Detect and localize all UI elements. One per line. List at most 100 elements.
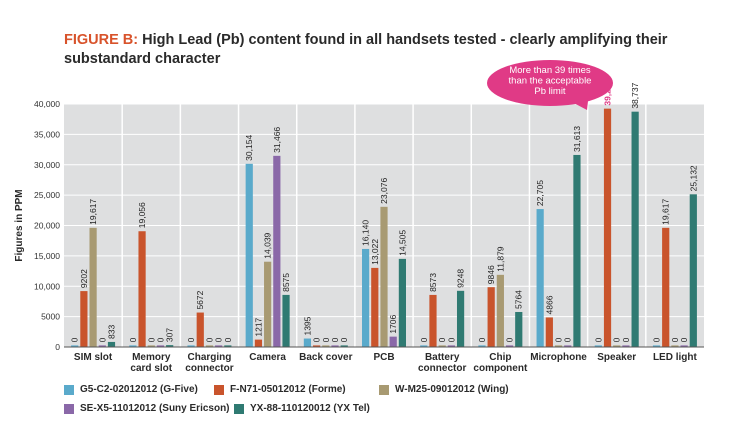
bar (545, 317, 553, 347)
bar (245, 163, 253, 347)
data-label: 0 (505, 337, 515, 342)
legend-swatch (64, 384, 74, 395)
category-label: Battery (425, 352, 460, 363)
bar (89, 227, 97, 347)
bar (340, 345, 348, 347)
category-label: connector (185, 363, 233, 374)
bar (313, 345, 321, 347)
legend-swatch (234, 403, 244, 414)
bar (671, 345, 679, 347)
y-tick-label: 0 (55, 342, 60, 352)
category-label: Chip (489, 352, 511, 363)
data-label: 0 (70, 337, 80, 342)
y-tick-label: 40,000 (34, 99, 60, 109)
data-label: 0 (339, 337, 349, 342)
data-label: 8575 (281, 273, 291, 292)
data-label: 31,466 (272, 127, 282, 153)
bar (264, 261, 272, 347)
data-label: 1395 (302, 316, 312, 335)
bar (215, 345, 223, 347)
y-tick-label: 15,000 (34, 251, 60, 261)
data-label: 11,879 (495, 246, 505, 272)
bar (205, 345, 214, 347)
category-label: Speaker (597, 352, 636, 363)
data-label: 0 (554, 337, 564, 342)
data-label: 9202 (79, 269, 89, 288)
legend-label: F-N71-05012012 (Forme) (230, 384, 346, 395)
category-label: card slot (130, 363, 172, 374)
data-label: 0 (312, 337, 322, 342)
callout-text: More than 39 times (509, 65, 591, 76)
data-label: 0 (679, 337, 689, 342)
bar (420, 345, 428, 347)
legend-swatch (379, 384, 389, 395)
data-label: 0 (204, 337, 214, 342)
bar (147, 345, 155, 347)
data-label: 19,617 (88, 199, 98, 225)
data-label: 13,022 (370, 239, 380, 265)
legend-swatch (64, 403, 74, 414)
bar (282, 294, 290, 347)
data-label: 1706 (388, 314, 398, 333)
bar (631, 111, 639, 347)
bar (80, 291, 88, 347)
data-label: 39,236 (603, 79, 613, 105)
legend-item: G5-C2-02012012 (G-Five) (64, 384, 198, 395)
data-label: 0 (321, 337, 331, 342)
data-label: 833 (106, 324, 116, 338)
y-tick-label: 5000 (41, 312, 60, 322)
bar (389, 336, 397, 347)
data-label: 30,154 (244, 135, 254, 161)
y-tick-label: 25,000 (34, 190, 60, 200)
legend-label: SE-X5-11012012 (Suny Ericson) (80, 403, 230, 414)
y-tick-label: 20,000 (34, 221, 60, 231)
data-label: 0 (563, 337, 573, 342)
callout-pointer (570, 101, 588, 110)
data-label: 8573 (428, 273, 438, 292)
bar (662, 227, 670, 347)
category-label: Camera (249, 352, 286, 363)
chart-title: FIGURE B: High Lead (Pb) content found i… (64, 31, 704, 69)
bar (380, 206, 388, 347)
category-label: component (473, 363, 528, 374)
bar (166, 345, 174, 347)
legend-item: F-N71-05012012 (Forme) (214, 384, 346, 395)
bar (536, 209, 544, 347)
bar (254, 339, 263, 347)
bar (564, 345, 572, 347)
bar (129, 345, 137, 347)
bar (456, 290, 465, 347)
category-label: Memory (132, 352, 171, 363)
data-label: 0 (593, 337, 603, 342)
bar (224, 345, 232, 347)
data-label: 0 (223, 337, 233, 342)
data-label: 0 (446, 337, 456, 342)
data-label: 19,617 (661, 199, 671, 225)
bar (573, 154, 581, 347)
data-label: 23,076 (379, 178, 389, 204)
y-tick-label: 10,000 (34, 281, 60, 291)
data-label: 0 (437, 337, 447, 342)
callout-text: Pb limit (534, 86, 566, 97)
data-label: 0 (97, 337, 107, 342)
legend-label: W-M25-09012012 (Wing) (395, 384, 509, 395)
legend-item: YX-88-110120012 (YX Tel) (234, 403, 370, 414)
data-label: 0 (330, 337, 340, 342)
category-label: Charging (188, 352, 232, 363)
callout-text: than the acceptable (509, 76, 592, 87)
data-label: 14,039 (263, 232, 273, 258)
data-label: 0 (128, 337, 138, 342)
bar (187, 345, 195, 347)
bar (107, 341, 116, 347)
data-label: 0 (146, 337, 156, 342)
bar (447, 345, 455, 347)
data-label: 9846 (486, 265, 496, 284)
data-label: 19,056 (137, 202, 147, 228)
data-label: 25,132 (688, 165, 698, 191)
bar (196, 312, 204, 347)
data-label: 307 (165, 328, 175, 342)
data-label: 5672 (195, 290, 205, 309)
data-label: 4866 (544, 295, 554, 314)
bar (603, 108, 612, 347)
